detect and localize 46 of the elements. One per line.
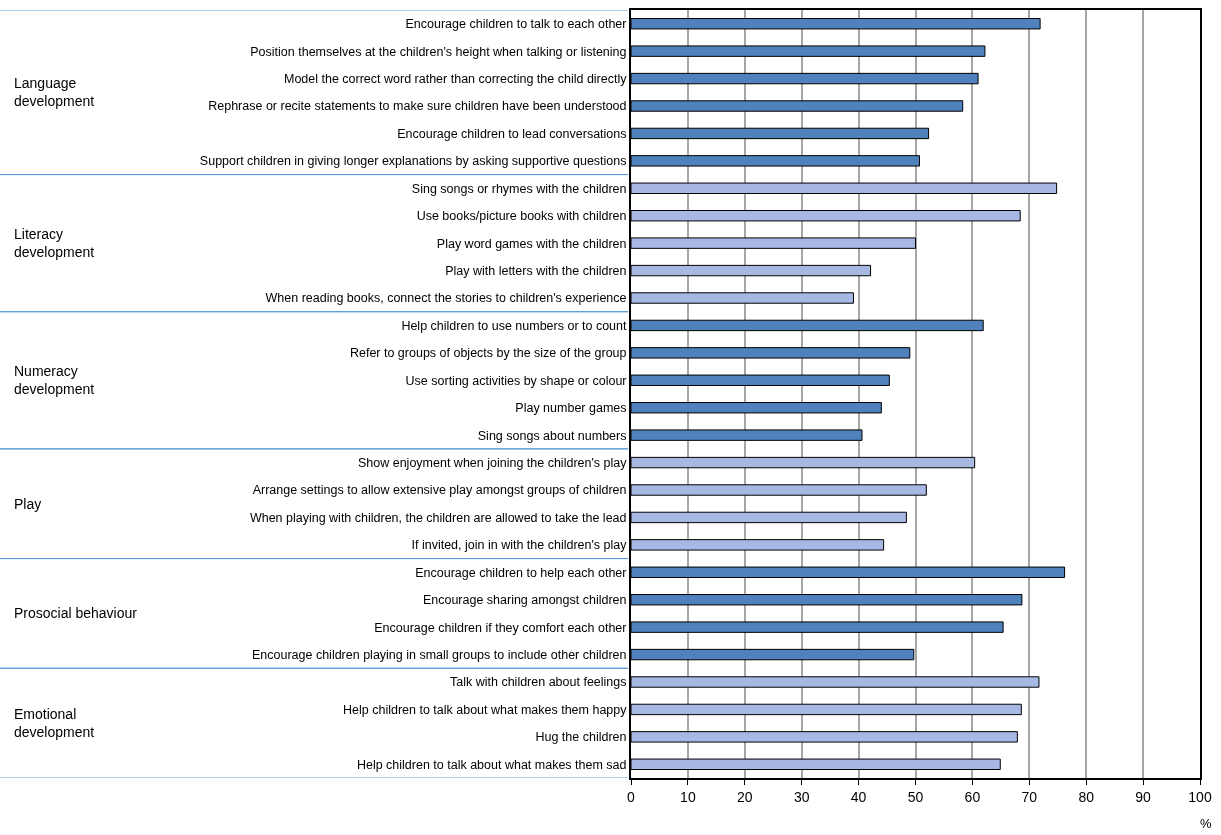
x-axis-title: % — [1200, 816, 1212, 831]
x-tick-label: 20 — [737, 788, 753, 805]
y-tick-label: Encourage children to lead conversations — [397, 126, 627, 141]
x-tick-label: 90 — [1135, 788, 1152, 805]
y-tick-label: Encourage sharing amongst children — [422, 593, 627, 608]
y-tick-label: Use books/picture books with children — [416, 209, 627, 224]
y-tick-label: Play number games — [515, 401, 627, 416]
text: Emotional development — [14, 706, 95, 741]
x-tick-label: 40 — [850, 788, 867, 805]
y-tick-label: Hug the children — [535, 730, 627, 745]
y-tick-label: Support children in giving longer explanations by asking supportive questions — [199, 154, 627, 169]
y-tick-label: Help children to use numbers or to count — [401, 318, 628, 333]
x-tick-label: 30 — [793, 788, 810, 805]
y-tick-label: Sing songs or rhymes with the children — [411, 181, 627, 196]
text: Play — [14, 496, 42, 512]
text: Prosocial behaviour — [14, 605, 138, 621]
x-tick-label: 50 — [907, 788, 924, 805]
y-tick-label: Help children to talk about what makes them sad — [356, 757, 627, 772]
y-tick-label: Show enjoyment when joining the children's play — [357, 455, 628, 470]
x-tick-label: 80 — [1078, 788, 1095, 805]
x-tick-label: 100 — [1188, 788, 1212, 805]
y-tick-label: Encourage children if they comfort each other — [374, 620, 627, 635]
text: Numeracy development — [14, 363, 95, 398]
y-tick-label: Encourage children playing in small groups to include other children — [251, 647, 627, 662]
text: Language development — [14, 75, 95, 110]
x-tick-label: 10 — [680, 788, 696, 805]
y-tick-label: When playing with children, the children are allowed to take the lead — [249, 510, 627, 525]
y-tick-label: Rephrase or recite statements to make sure children have been understood — [208, 99, 627, 114]
y-tick-label: Sing songs about numbers — [477, 428, 627, 443]
text: Literacy development — [14, 226, 95, 261]
y-tick-label: Model the correct word rather than correcting the child directly — [283, 71, 628, 86]
y-tick-label: If invited, join in with the children's play — [411, 538, 628, 553]
x-tick-label: 70 — [1021, 788, 1038, 805]
y-tick-label: Position themselves at the children's height when talking or listening — [250, 44, 627, 59]
x-tick-label: 0 — [627, 788, 636, 805]
y-tick-label: Help children to talk about what makes them happy — [343, 702, 628, 717]
y-tick-label: Play word games with the children — [436, 236, 627, 251]
y-tick-label: Play with letters with the children — [445, 263, 627, 278]
y-tick-label: Encourage children to talk to each other — [405, 17, 627, 32]
y-tick-label: Talk with children about feelings — [450, 675, 627, 690]
x-tick-label: 60 — [964, 788, 981, 805]
y-tick-label: When reading books, connect the stories to children's experience — [265, 291, 627, 306]
y-tick-label: Arrange settings to allow extensive play amongst groups of children — [252, 483, 627, 498]
y-tick-label: Use sorting activities by shape or colour — [405, 373, 627, 388]
y-tick-label: Refer to groups of objects by the size of the group — [349, 346, 627, 361]
y-tick-label: Encourage children to help each other — [415, 565, 627, 580]
